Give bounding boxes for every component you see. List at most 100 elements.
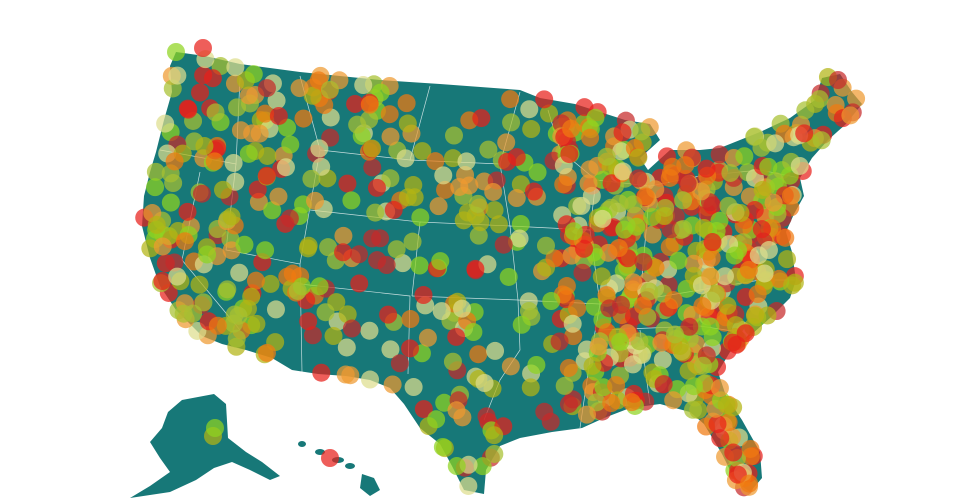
dot bbox=[612, 142, 631, 161]
dot bbox=[524, 182, 543, 201]
dot bbox=[489, 215, 508, 234]
dot bbox=[583, 356, 602, 375]
dot bbox=[560, 145, 579, 164]
dot bbox=[363, 139, 382, 158]
dot bbox=[632, 122, 651, 141]
dot bbox=[303, 86, 322, 105]
dot bbox=[381, 340, 400, 359]
dot bbox=[653, 350, 672, 369]
dot bbox=[522, 120, 541, 139]
dot bbox=[477, 407, 496, 426]
dot bbox=[393, 254, 412, 273]
dot bbox=[541, 412, 560, 431]
dot bbox=[829, 71, 847, 89]
dot bbox=[266, 300, 285, 319]
dot bbox=[235, 235, 254, 254]
dot bbox=[697, 159, 716, 178]
dot bbox=[410, 256, 429, 275]
dot bbox=[580, 160, 599, 179]
dot bbox=[781, 186, 800, 205]
dot bbox=[589, 337, 608, 356]
dot bbox=[563, 314, 582, 333]
dot bbox=[715, 267, 734, 286]
dot bbox=[276, 158, 295, 177]
dot bbox=[281, 135, 300, 154]
dot bbox=[431, 252, 450, 271]
dot bbox=[178, 202, 197, 221]
dot bbox=[377, 256, 396, 275]
dot bbox=[507, 148, 526, 167]
dot bbox=[710, 145, 729, 164]
dot bbox=[623, 355, 642, 374]
island bbox=[345, 463, 355, 469]
dot bbox=[229, 306, 248, 325]
dot bbox=[342, 319, 361, 338]
dot bbox=[239, 144, 258, 163]
dot bbox=[703, 328, 722, 347]
dot bbox=[146, 178, 165, 197]
dot bbox=[411, 208, 430, 227]
dot bbox=[710, 211, 729, 230]
dot bbox=[485, 201, 504, 220]
dot bbox=[269, 187, 288, 206]
dot bbox=[348, 115, 367, 134]
dot bbox=[302, 169, 321, 188]
dot bbox=[256, 104, 275, 123]
dot bbox=[361, 370, 380, 389]
dot bbox=[602, 174, 621, 193]
dot bbox=[336, 365, 355, 384]
dot bbox=[153, 237, 172, 256]
dot bbox=[164, 174, 183, 193]
dot bbox=[678, 174, 697, 193]
dot bbox=[381, 127, 400, 146]
dot bbox=[497, 133, 516, 152]
dot bbox=[499, 267, 518, 286]
dot bbox=[350, 274, 369, 293]
dot bbox=[680, 317, 699, 336]
dot bbox=[577, 405, 596, 424]
dot bbox=[636, 187, 655, 206]
dot bbox=[622, 393, 641, 412]
dot bbox=[693, 356, 712, 375]
dot bbox=[227, 329, 246, 348]
dot bbox=[413, 142, 432, 161]
dot bbox=[624, 273, 643, 292]
hawaii bbox=[298, 441, 380, 496]
dot bbox=[749, 246, 768, 265]
dot bbox=[719, 196, 738, 215]
dot bbox=[593, 209, 612, 228]
dot bbox=[312, 363, 331, 382]
dot bbox=[228, 98, 247, 117]
dot bbox=[501, 357, 520, 376]
dot bbox=[735, 147, 754, 166]
dot bbox=[250, 124, 269, 143]
dot bbox=[615, 220, 634, 239]
dot bbox=[367, 178, 386, 197]
dot bbox=[349, 245, 368, 264]
dot bbox=[192, 184, 211, 203]
dot bbox=[660, 238, 679, 257]
dot bbox=[766, 134, 785, 153]
dot bbox=[468, 194, 487, 213]
dot bbox=[640, 282, 659, 301]
dot bbox=[346, 94, 365, 113]
dot bbox=[564, 222, 583, 241]
dot bbox=[280, 209, 299, 228]
dot bbox=[683, 400, 702, 419]
dots bbox=[135, 39, 866, 497]
dot bbox=[383, 375, 402, 394]
dot bbox=[165, 253, 184, 272]
dot bbox=[246, 271, 265, 290]
dot bbox=[466, 259, 485, 278]
dot bbox=[676, 156, 695, 175]
dot bbox=[810, 90, 829, 109]
dot bbox=[841, 106, 860, 125]
dot bbox=[380, 105, 399, 124]
dot bbox=[654, 375, 673, 394]
dot bbox=[360, 95, 379, 114]
dot bbox=[342, 191, 361, 210]
dot bbox=[432, 302, 451, 321]
dot bbox=[520, 100, 539, 119]
dot bbox=[718, 296, 737, 315]
alaska bbox=[130, 394, 280, 498]
